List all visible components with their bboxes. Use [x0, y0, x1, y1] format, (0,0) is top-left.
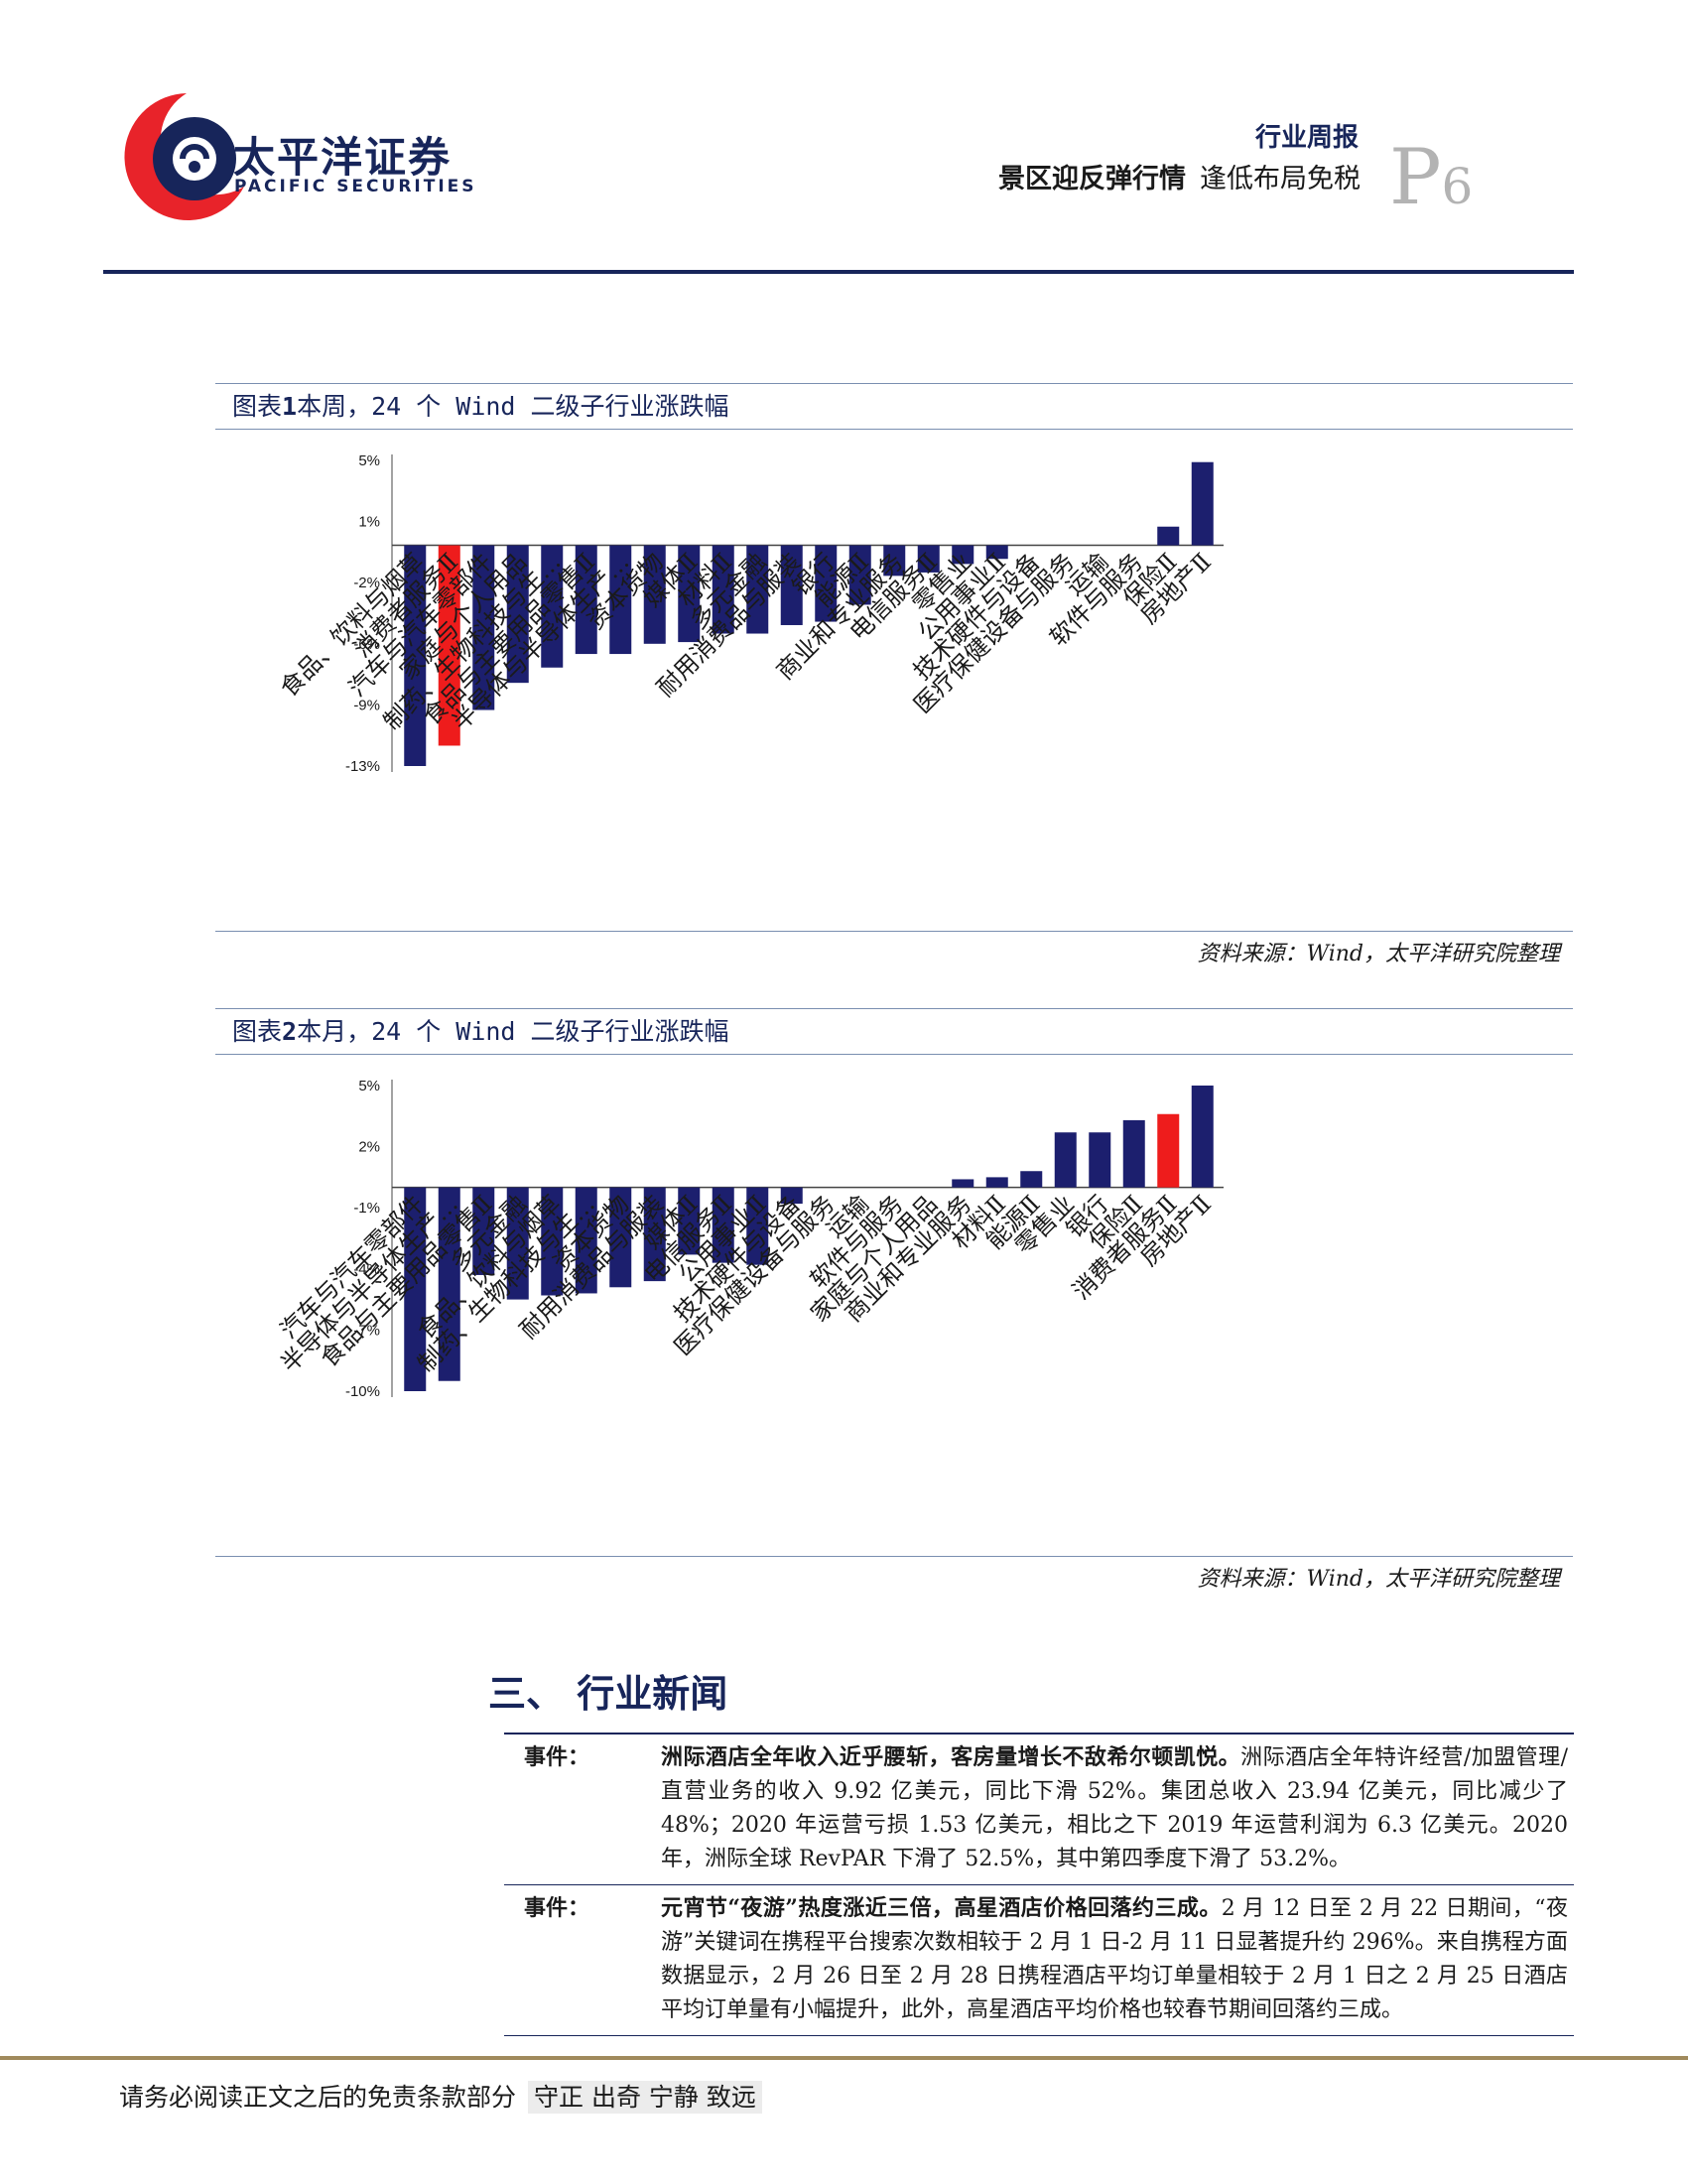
figure1-caption-text: 本周，24 个 Wind 二级子行业涨跌幅	[297, 392, 729, 421]
figure2-caption-prefix: 图表	[232, 1017, 283, 1046]
bar	[1191, 1086, 1214, 1188]
bar	[848, 545, 871, 605]
figure1-caption-rule	[215, 429, 1573, 430]
news-content: 洲际酒店全年收入近乎腰斩，客房量增长不敌希尔顿凯悦。洲际酒店全年特许经营/加盟管…	[655, 1734, 1574, 1885]
figure1-caption-num: 1	[282, 392, 298, 421]
bar	[952, 545, 974, 565]
figure1-caption: 图表1本周，24 个 Wind 二级子行业涨跌幅	[232, 387, 729, 423]
y-tick-label: 1%	[358, 514, 380, 531]
news-row: 事件： 元宵节“夜游”热度涨近三倍，高星酒店价格回落约三成。2 月 12 日至 …	[504, 1885, 1574, 2036]
bar	[815, 545, 838, 622]
news-table: 事件： 洲际酒店全年收入近乎腰斩，客房量增长不敌希尔顿凯悦。洲际酒店全年特许经营…	[504, 1733, 1574, 2036]
news-body: 洲际酒店全年特许经营/加盟管理/直营业务的收入 9.92 亿美元，同比下滑 52…	[661, 1745, 1568, 1871]
logo-chinese-name: 太平洋证券	[233, 133, 453, 182]
figure1-bottom-rule	[215, 931, 1573, 932]
bar	[506, 545, 529, 684]
report-title-bold: 景区迎反弹行情	[998, 164, 1186, 194]
bar	[438, 1187, 460, 1381]
news-headline: 洲际酒店全年收入近乎腰斩，客房量增长不敌希尔顿凯悦。	[661, 1744, 1241, 1770]
bar	[472, 545, 495, 710]
bar	[575, 545, 597, 655]
news-body: 2 月 12 日至 2 月 22 日期间，“夜游”关键词在携程平台搜索次数相较于…	[661, 1896, 1568, 2022]
figure2-caption: 图表2本月，24 个 Wind 二级子行业涨跌幅	[232, 1012, 729, 1048]
bar	[985, 545, 1008, 560]
bar	[1157, 1113, 1180, 1188]
bar	[746, 1187, 769, 1265]
bar	[643, 1187, 666, 1282]
bar	[1122, 1119, 1145, 1188]
news-row: 事件： 洲际酒店全年收入近乎腰斩，客房量增长不敌希尔顿凯悦。洲际酒店全年特许经营…	[504, 1734, 1574, 1885]
footer-disclaimer: 请务必阅读正文之后的免责条款部分	[119, 2083, 517, 2112]
bar	[883, 545, 906, 577]
y-tick-label: -10%	[345, 1383, 380, 1400]
figure2-bar-chart: 5%2%-1%-4%-7%-10%汽车与汽车零部件半导体与半导体生产…食品与主要…	[275, 1078, 1224, 1400]
bar	[917, 545, 940, 573]
bar	[472, 1187, 495, 1275]
bar	[575, 1187, 597, 1294]
bar	[643, 545, 666, 644]
news-label: 事件：	[524, 1895, 590, 1921]
logo-english-name: PACIFIC SECURITIES	[234, 177, 477, 196]
bar	[541, 1187, 564, 1296]
section-title: 三、 行业新闻	[488, 1671, 728, 1716]
figure1-top-rule	[215, 383, 1573, 384]
y-tick-label: -4%	[353, 1261, 380, 1278]
report-title: 景区迎反弹行情 逢低布局免税	[998, 157, 1361, 195]
y-tick-label: 5%	[358, 452, 380, 469]
bar	[404, 545, 427, 766]
figure2-source: 资料来源：Wind，太平洋研究院整理	[1197, 1567, 1560, 1592]
header-divider	[103, 270, 1574, 274]
y-tick-label: 5%	[358, 1078, 380, 1094]
bar	[780, 1187, 803, 1205]
news-headline: 元宵节“夜游”热度涨近三倍，高星酒店价格回落约三成。	[661, 1895, 1222, 1921]
bar	[985, 1177, 1008, 1188]
bar	[609, 545, 632, 655]
footer-motto: 守正 出奇 宁静 致远	[528, 2081, 762, 2114]
page-letter: P	[1389, 133, 1442, 222]
y-tick-label: 2%	[358, 1139, 380, 1156]
news-label: 事件：	[524, 1744, 590, 1770]
y-tick-label: -2%	[353, 575, 380, 591]
report-type: 行业周报	[1254, 123, 1359, 153]
news-content: 元宵节“夜游”热度涨近三倍，高星酒店价格回落约三成。2 月 12 日至 2 月 …	[655, 1885, 1574, 2036]
y-tick-label: -13%	[345, 758, 380, 775]
bar	[1191, 461, 1214, 546]
figure1-source: 资料来源：Wind，太平洋研究院整理	[1197, 942, 1560, 966]
bar	[541, 545, 564, 668]
company-logo	[124, 93, 244, 220]
figure2-top-rule	[215, 1008, 1573, 1009]
bar	[780, 545, 803, 625]
report-title-rest: 逢低布局免税	[1200, 164, 1361, 194]
bar	[506, 1187, 529, 1300]
footer-divider	[0, 2056, 1688, 2060]
figure2-caption-num: 2	[282, 1017, 298, 1046]
bar	[1054, 1132, 1077, 1188]
bar	[712, 545, 734, 634]
y-tick-label: -9%	[353, 697, 380, 713]
bar	[609, 1187, 632, 1288]
bar	[712, 1187, 734, 1263]
bar	[952, 1179, 974, 1188]
bar	[404, 1187, 427, 1391]
bar	[746, 545, 769, 634]
footer: 请务必阅读正文之后的免责条款部分 守正 出奇 宁静 致远	[119, 2078, 762, 2114]
figure2-caption-text: 本月，24 个 Wind 二级子行业涨跌幅	[297, 1017, 729, 1046]
y-tick-label: -7%	[353, 1322, 380, 1339]
bar	[678, 1187, 701, 1255]
page-number: P6	[1389, 139, 1473, 216]
figure2-bottom-rule	[215, 1556, 1573, 1557]
figure1-bar-chart: 5%1%-2%-6%-9%-13%食品、饮料与烟草消费者服务Ⅱ汽车与汽车零部件家…	[275, 452, 1224, 775]
bar	[1020, 1171, 1043, 1188]
figure2-caption-rule	[215, 1054, 1573, 1055]
bar	[438, 545, 460, 746]
bar	[678, 545, 701, 643]
y-tick-label: -6%	[353, 636, 380, 653]
bar	[1157, 526, 1180, 546]
y-tick-label: -1%	[353, 1200, 380, 1217]
figure1-caption-prefix: 图表	[232, 392, 283, 421]
bar	[1089, 1132, 1111, 1188]
page-digit: 6	[1441, 158, 1474, 215]
